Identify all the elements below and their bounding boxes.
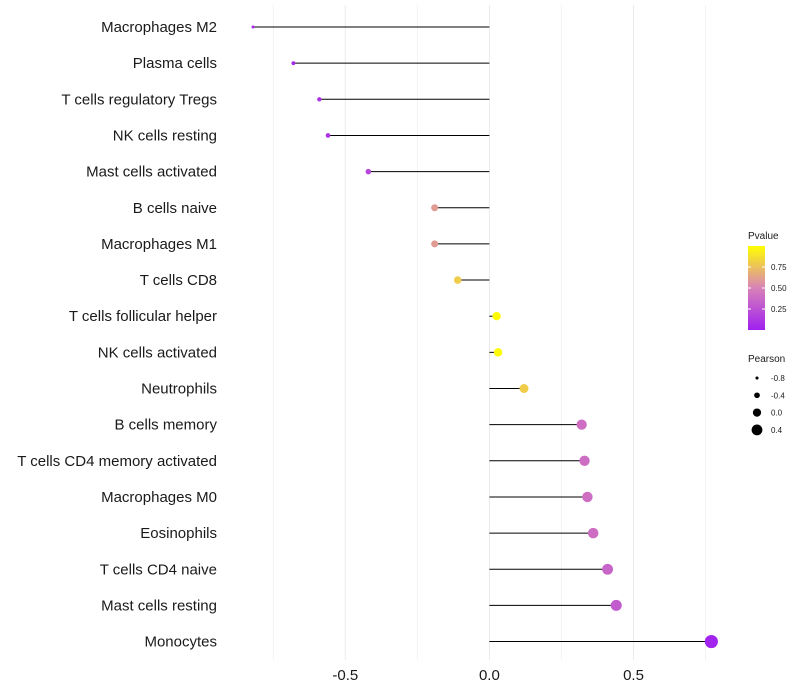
legend-pearson: Pearson -0.8 -0.4 0.0 0.4 bbox=[748, 354, 785, 436]
legend-pearson-dot bbox=[752, 408, 762, 417]
lollipop-point bbox=[431, 204, 439, 212]
lollipop-point bbox=[291, 61, 296, 66]
lollipop-point bbox=[317, 97, 322, 102]
category-label: T cells CD8 bbox=[140, 272, 217, 289]
lollipop-point bbox=[325, 133, 331, 138]
legend-pvalue-colorbar bbox=[748, 246, 765, 330]
legend-pearson-dot bbox=[755, 376, 759, 380]
lollipop-point bbox=[453, 276, 462, 284]
legend-pearson-dot bbox=[754, 392, 760, 399]
legend-pvalue-label: 0.75 bbox=[771, 263, 787, 272]
lollipop-point bbox=[519, 383, 529, 394]
legend-pvalue-label: 0.50 bbox=[771, 284, 787, 293]
lollipop-point bbox=[251, 25, 255, 29]
legend-pearson-label: 0.4 bbox=[771, 426, 783, 435]
legend-pvalue: Pvalue 0.75 0.50 0.25 bbox=[748, 231, 787, 330]
category-labels: Macrophages M2 Plasma cells T cells regula… bbox=[17, 19, 217, 651]
category-label: Macrophages M1 bbox=[101, 236, 217, 253]
category-label: Mast cells activated bbox=[86, 164, 217, 181]
category-label: B cells naive bbox=[133, 200, 217, 217]
x-tick-label: -0.5 bbox=[332, 667, 358, 684]
lollipop-point bbox=[493, 348, 503, 357]
category-label: T cells follicular helper bbox=[69, 308, 217, 325]
category-label: Neutrophils bbox=[141, 381, 217, 398]
category-label: NK cells resting bbox=[113, 127, 217, 144]
lollipop-point bbox=[582, 491, 593, 503]
category-label: T cells CD4 naive bbox=[100, 561, 217, 578]
category-label: NK cells activated bbox=[98, 344, 217, 361]
category-label: B cells memory bbox=[114, 417, 217, 434]
grid-layer bbox=[272, 5, 706, 660]
lollipop-point bbox=[610, 599, 622, 611]
point-layer bbox=[251, 25, 718, 649]
category-label: Plasma cells bbox=[133, 55, 217, 72]
legend-pearson-title: Pearson bbox=[748, 354, 785, 365]
legend-pearson-label: -0.4 bbox=[771, 391, 785, 400]
legend-pearson-dot bbox=[751, 424, 763, 436]
lollipop-point bbox=[602, 563, 614, 575]
legend-pearson-label: 0.0 bbox=[771, 409, 783, 418]
x-tick-label: 0.5 bbox=[623, 667, 644, 684]
legend-pvalue-label: 0.25 bbox=[771, 305, 787, 314]
category-label: Macrophages M2 bbox=[101, 19, 217, 36]
category-label: Eosinophils bbox=[140, 525, 217, 542]
lollipop-point bbox=[492, 312, 501, 321]
x-axis: -0.5 0.0 0.5 bbox=[332, 667, 644, 684]
legend-pvalue-title: Pvalue bbox=[748, 231, 779, 242]
lollipop-point bbox=[587, 527, 599, 539]
lollipop-point bbox=[365, 168, 372, 175]
category-label: Macrophages M0 bbox=[101, 489, 217, 506]
lollipop-point bbox=[431, 240, 439, 248]
x-tick-label: 0.0 bbox=[479, 667, 500, 684]
legend-pearson-label: -0.8 bbox=[771, 374, 785, 383]
category-label: Mast cells resting bbox=[101, 597, 217, 614]
segment-layer bbox=[253, 26, 712, 643]
category-label: T cells regulatory Tregs bbox=[61, 91, 217, 108]
category-label: T cells CD4 memory activated bbox=[17, 453, 217, 470]
category-label: Monocytes bbox=[144, 634, 217, 651]
lollipop-point bbox=[704, 634, 718, 649]
lollipop-point bbox=[576, 419, 587, 430]
lollipop-point bbox=[579, 455, 590, 466]
